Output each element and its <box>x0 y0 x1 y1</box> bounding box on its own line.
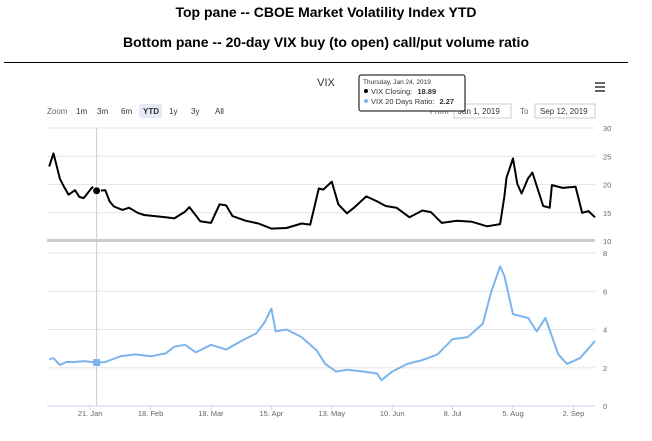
zoom-button-6m[interactable]: 6m <box>121 107 132 116</box>
vix-pane-y-axis: 10 15 20 25 30 <box>603 124 611 246</box>
zoom-button-1m[interactable]: 1m <box>76 107 87 116</box>
tooltip-ratio-label: VIX 20 Days Ratio: <box>371 97 434 106</box>
x-tick-label: 18. Feb <box>138 409 163 418</box>
y-tick-label: 4 <box>603 326 607 335</box>
y-tick-label: 20 <box>603 181 611 190</box>
y-tick-label: 6 <box>603 287 607 296</box>
y-tick-label: 25 <box>603 152 611 161</box>
y-tick-label: 2 <box>603 364 607 373</box>
x-tick-label: 18. Mar <box>198 409 224 418</box>
x-tick-label: 13. May <box>318 409 345 418</box>
ratio-hover-marker <box>93 359 101 367</box>
ratio-pane-y-axis: 0 2 4 6 8 <box>603 249 607 411</box>
x-axis: 21. Jan 18. Feb 18. Mar 15. Apr 13. May 10. J… <box>78 406 584 418</box>
vix-closing-line <box>48 152 596 230</box>
zoom-button-all[interactable]: All <box>215 107 224 116</box>
zoom-button-label: 1y <box>169 107 177 116</box>
zoom-button-label: 3y <box>191 107 199 116</box>
x-tick-label: 2. Sep <box>563 409 585 418</box>
zoom-button-ytd[interactable]: YTD <box>139 104 162 118</box>
y-tick-label: 15 <box>603 209 611 218</box>
header-divider <box>4 62 628 63</box>
range-to-label: To <box>520 107 529 116</box>
hamburger-menu-icon[interactable] <box>591 80 609 94</box>
x-tick-label: 21. Jan <box>78 409 103 418</box>
tooltip-ratio-swatch <box>364 99 368 103</box>
x-tick-label: 8. Jul <box>444 409 462 418</box>
pane-separator <box>47 239 595 242</box>
svg-text:VIX Closing: 18.89: VIX Closing: 18.89 <box>371 87 436 96</box>
zoom-button-3m[interactable]: 3m <box>97 107 108 116</box>
ratio-pane-gridlines <box>47 252 595 407</box>
bottom-pane-title: Bottom pane -- 20-day VIX buy (to open) … <box>122 34 530 50</box>
y-tick-label: 0 <box>603 402 607 411</box>
range-to-input[interactable]: Sep 12, 2019 <box>534 103 596 119</box>
vix-ratio-line <box>48 265 596 382</box>
tooltip-vix-label: VIX Closing: <box>371 87 412 96</box>
y-tick-label: 10 <box>603 237 611 246</box>
zoom-button-label: YTD <box>143 107 159 116</box>
vix-hover-marker <box>92 186 102 196</box>
zoom-button-label: All <box>215 107 224 116</box>
chart-title: VIX <box>317 77 335 89</box>
range-to-value: Sep 12, 2019 <box>540 107 588 116</box>
zoom-button-label: 3m <box>97 107 108 116</box>
x-tick-label: 5. Aug <box>502 409 523 418</box>
hover-tooltip: Thursday, Jan 24, 2019 VIX Closing: 18.8… <box>358 74 466 112</box>
zoom-button-3y[interactable]: 3y <box>191 107 199 116</box>
x-tick-label: 15. Apr <box>259 409 283 418</box>
zoom-button-label: 6m <box>121 107 132 116</box>
range-from-value: Jan 1, 2019 <box>458 107 500 116</box>
range-from-input[interactable]: Jan 1, 2019 <box>453 103 512 119</box>
tooltip-date: Thursday, Jan 24, 2019 <box>363 79 431 86</box>
x-tick-label: 10. Jun <box>380 409 405 418</box>
tooltip-vix-value: 18.89 <box>417 87 436 96</box>
y-tick-label: 8 <box>603 249 607 258</box>
zoom-button-label: 1m <box>76 107 87 116</box>
zoom-label: Zoom <box>47 107 68 116</box>
zoom-button-1y[interactable]: 1y <box>169 107 177 116</box>
svg-text:VIX 20 Days Ratio: 2.27: VIX 20 Days Ratio: 2.27 <box>371 97 454 106</box>
tooltip-vix-swatch <box>364 89 368 93</box>
y-tick-label: 30 <box>603 124 611 133</box>
vix-pane-gridlines <box>47 127 595 242</box>
tooltip-ratio-value: 2.27 <box>439 97 454 106</box>
top-pane-title: Top pane -- CBOE Market Volatility Index… <box>175 4 477 20</box>
